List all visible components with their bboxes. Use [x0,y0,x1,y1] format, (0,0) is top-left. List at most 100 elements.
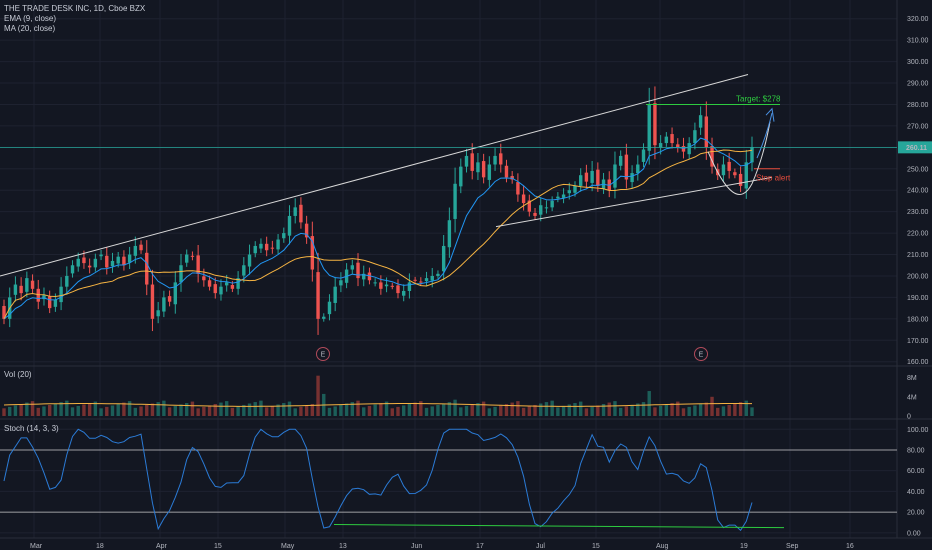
candle-body [173,282,177,305]
volume-bar [670,403,674,416]
candle-body [750,147,754,163]
candle-body [224,282,229,286]
stoch-tick-label: 80.00 [907,447,925,454]
stoch-tick-label: 20.00 [907,510,925,517]
stoch-tick-label: 40.00 [907,489,925,496]
volume-bar [413,402,417,416]
volume-bar [613,401,617,416]
candle-body [744,162,748,189]
volume-bar [350,402,355,416]
candle-body [470,153,474,171]
candle-body [613,164,617,188]
ma-legend: MA (20, close) [4,24,56,33]
volume-bar [573,403,577,416]
volume-bar [607,402,611,416]
candle-body [339,280,343,286]
volume-bar [53,403,58,416]
volume-bar [470,404,474,416]
ema-legend: EMA (9, close) [4,14,57,23]
volume-bar [390,408,394,416]
price-tick-label: 320.00 [907,16,929,23]
stop-label: Stop alert [756,173,791,182]
volume-bar [13,405,18,416]
volume-bar [533,404,537,416]
volume-bar [304,405,309,416]
candle-body [596,169,600,186]
volume-bar [424,407,429,416]
volume-bar [105,406,109,416]
volume-bar [721,406,726,416]
volume-bar [8,406,12,416]
volume-bar [299,406,303,416]
candle-body [676,144,680,148]
volume-bar [459,407,463,416]
candle-body [82,257,86,264]
last-price-tag [898,141,932,154]
volume-bar [310,404,315,416]
candle-body [419,281,423,283]
candle-body [236,278,240,289]
volume-bar [173,405,177,416]
candle-body [653,103,657,146]
candle-body [687,143,691,155]
volume-bar [145,404,149,416]
volume-bar [396,406,400,416]
candle-body [430,275,434,281]
volume-bar [2,408,6,416]
candle-body [618,155,623,166]
candle-body [493,155,497,165]
price-tick-label: 280.00 [907,102,929,109]
price-tick-label: 230.00 [907,209,929,216]
candle-body [424,278,429,282]
volume-bar [202,406,206,416]
candle-body [561,194,566,198]
last-price-text: 260.11 [906,145,927,152]
candle-body [207,280,212,287]
candle-body [242,265,246,276]
volume-bar [710,396,714,416]
candle-body [310,236,315,270]
volume-bar [550,400,554,416]
volume-legend: Vol (20) [4,370,32,380]
volume-bar [584,408,589,416]
candle-body [487,164,492,180]
volume-bar [527,406,532,416]
volume-bar [133,407,138,416]
time-tick-label: Jul [536,543,545,550]
candle-body [527,200,532,212]
volume-bar [384,401,389,416]
volume-bar [499,405,503,416]
candle-body [110,260,115,267]
volume-bar [704,402,709,416]
candle-body [521,194,526,204]
candle-body [150,284,155,319]
volume-bar [567,404,571,416]
volume-bar [316,375,320,416]
volume-bar [487,408,492,416]
candle-body [167,296,172,302]
volume-ma-line [3,403,752,407]
candle-body [670,134,674,144]
candle-body [658,143,663,148]
candle-body [481,161,486,178]
candle-body [19,285,23,294]
volume-bar [556,407,560,416]
volume-bar [59,402,63,416]
candle-body [401,290,406,296]
projection-arrowhead [765,107,775,122]
volume-bar [156,402,160,416]
volume-bar [441,403,446,416]
volume-bar [516,401,520,416]
time-tick-label: Mar [30,543,43,550]
volume-bar [293,408,297,416]
volume-bar [447,402,452,416]
price-tick-label: 240.00 [907,188,929,195]
volume-bar [190,401,195,416]
stoch-tick-label: 100.00 [907,427,929,434]
volume-bar [185,403,189,416]
candle-body [636,164,640,174]
volume-bar [224,401,229,416]
candle-body [556,196,560,199]
candle-body [179,265,183,283]
candle-body [293,207,297,216]
